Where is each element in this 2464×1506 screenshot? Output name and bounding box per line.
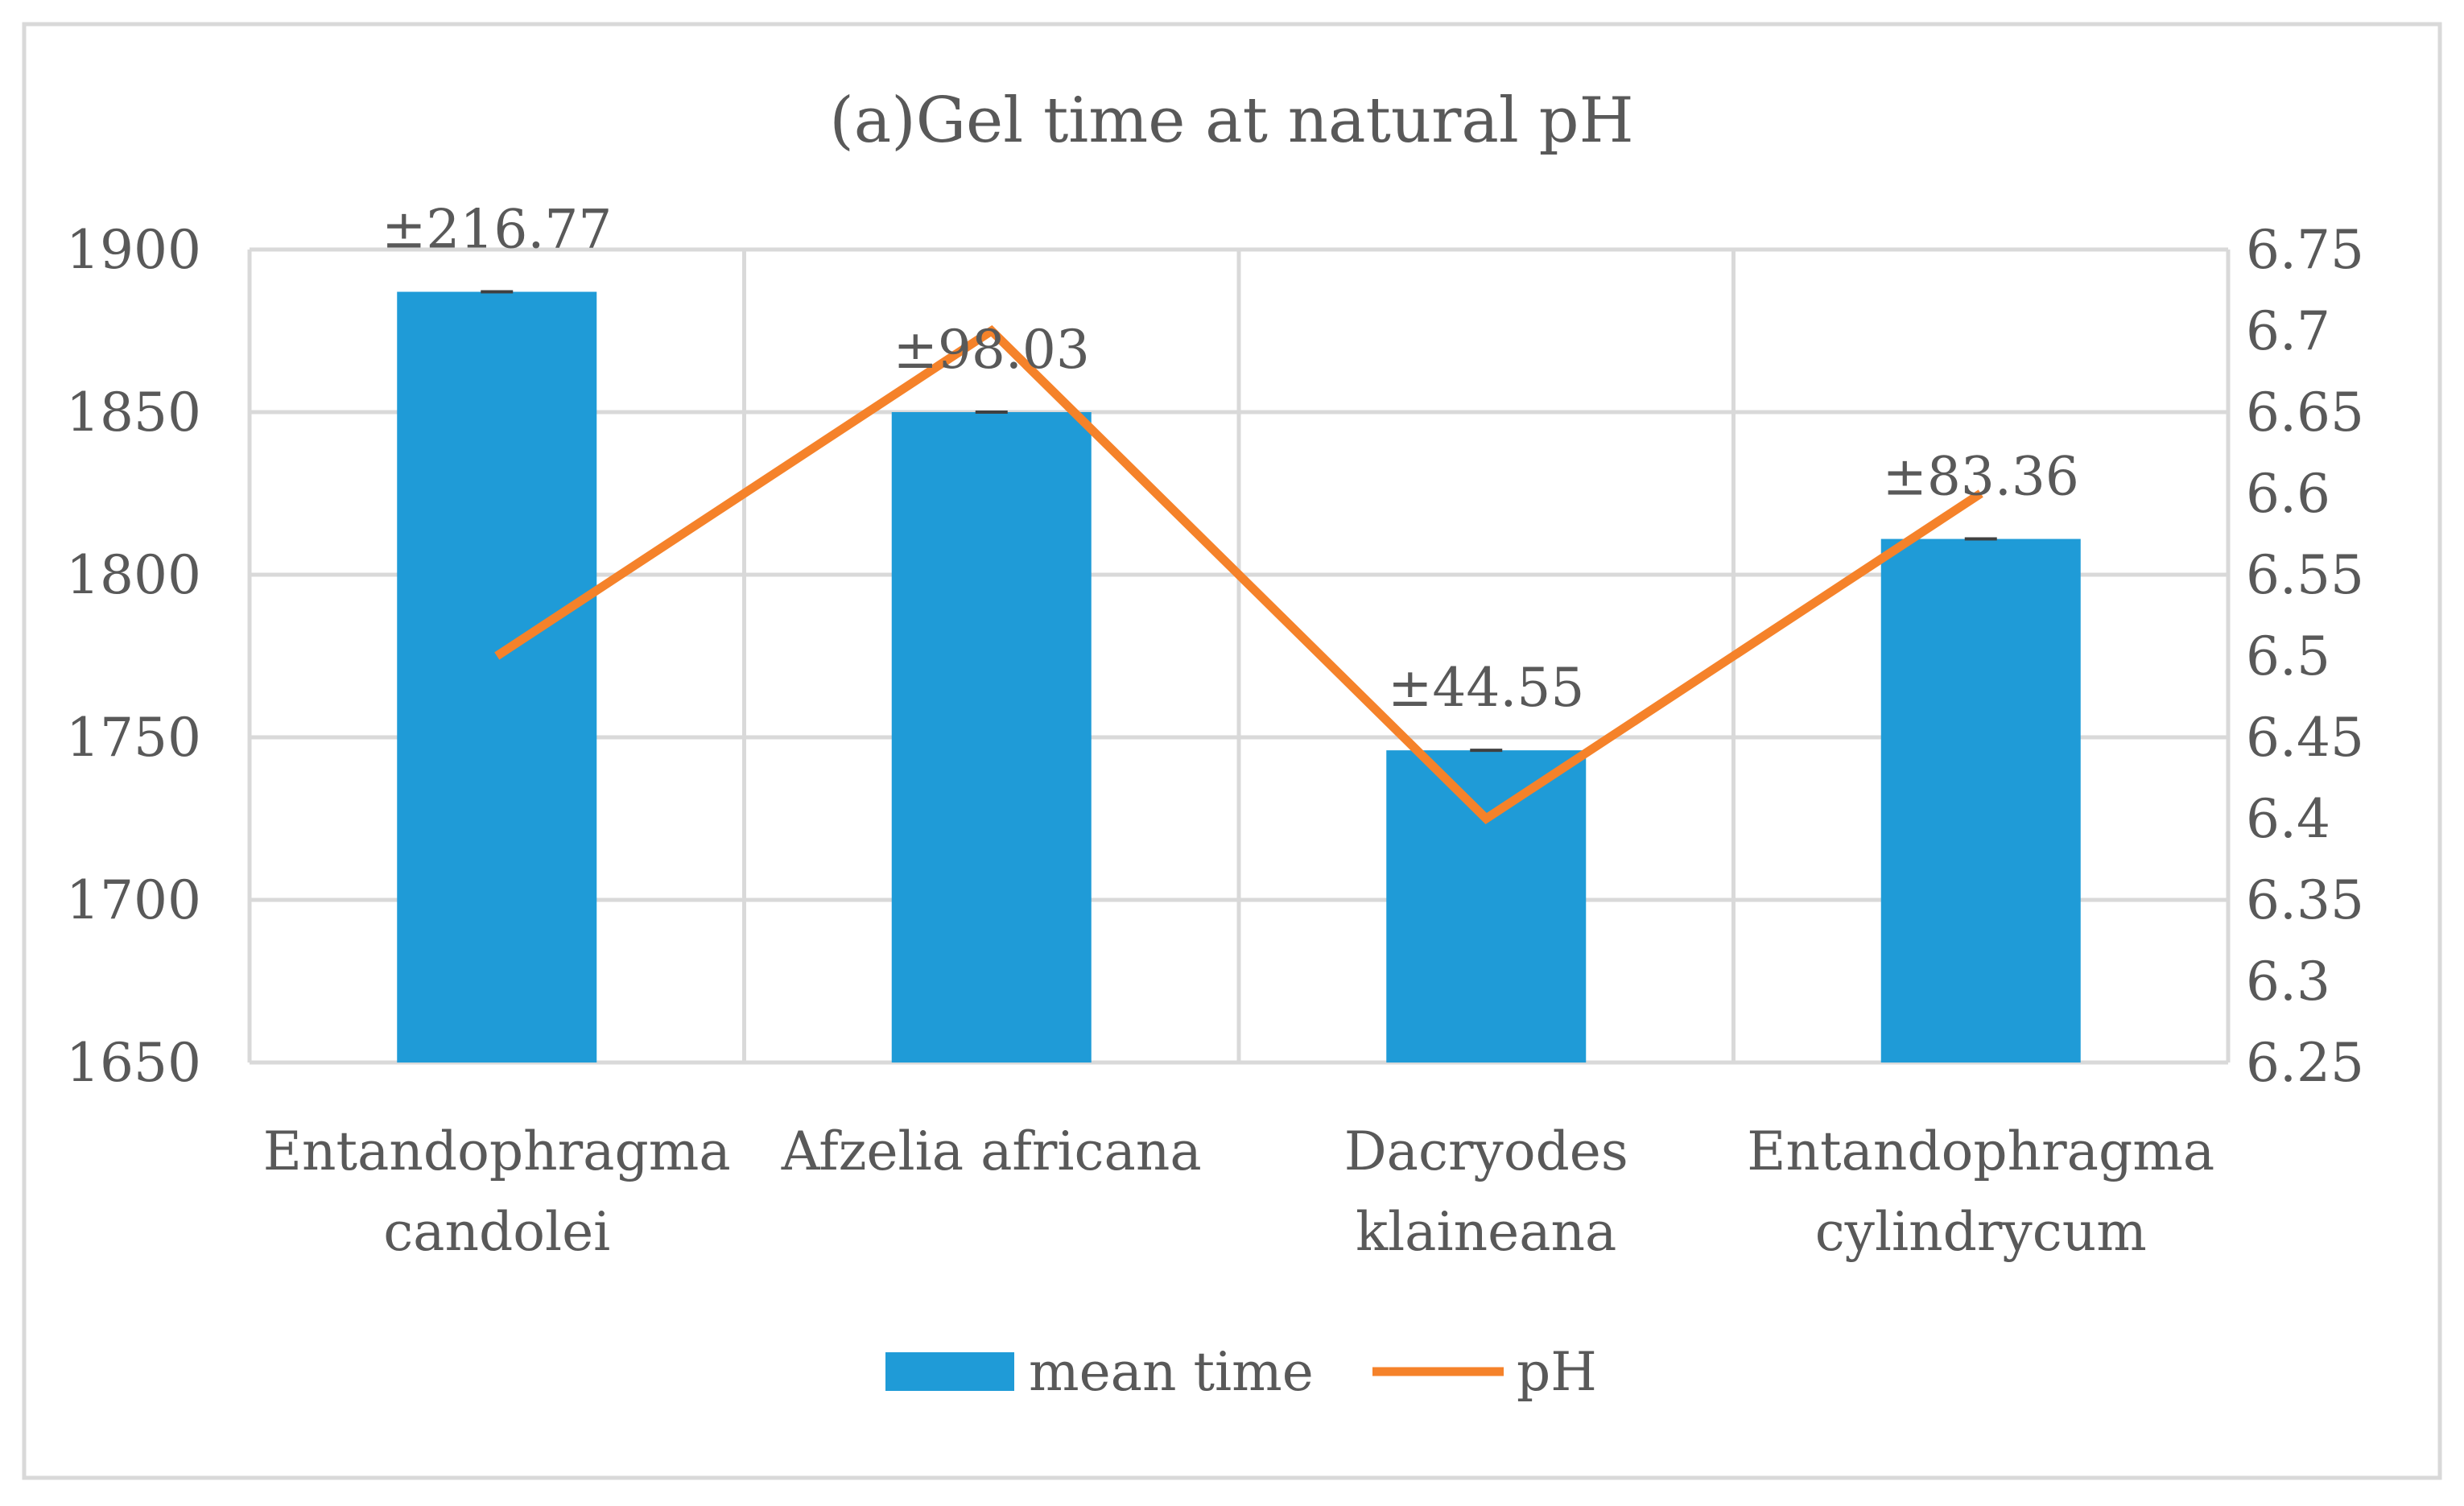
- left-tick-label: 1650: [66, 1032, 201, 1094]
- right-tick-label: 6.35: [2246, 869, 2364, 931]
- left-tick-label: 1750: [66, 707, 201, 769]
- right-tick-label: 6.7: [2246, 300, 2330, 362]
- legend-label-mean-time: mean time: [1029, 1341, 1314, 1403]
- chart-title: (a)Gel time at natural pH: [829, 85, 1633, 157]
- left-tick-label: 1850: [66, 382, 201, 444]
- category-label: Entandophragma: [1747, 1120, 2214, 1182]
- right-tick-label: 6.55: [2246, 544, 2364, 606]
- legend-label-ph: pH: [1517, 1341, 1597, 1403]
- category-label: cylindrycum: [1815, 1201, 2147, 1263]
- legend-swatch-mean-time: [885, 1352, 1014, 1391]
- category-label: candolei: [383, 1201, 610, 1263]
- bar-mean-time: [1881, 539, 2081, 1062]
- right-tick-label: 6.25: [2246, 1032, 2364, 1094]
- right-tick-label: 6.6: [2246, 463, 2330, 525]
- right-tick-label: 6.4: [2246, 788, 2330, 850]
- left-tick-label: 1800: [66, 544, 201, 606]
- right-tick-label: 6.75: [2246, 219, 2364, 281]
- category-label: klaineana: [1356, 1201, 1616, 1263]
- bar-mean-time: [892, 412, 1092, 1062]
- category-label: Afzelia africana: [781, 1120, 1202, 1182]
- error-label: ±98.03: [894, 319, 1090, 381]
- left-tick-label: 1900: [66, 219, 201, 281]
- bar-mean-time: [1386, 750, 1586, 1062]
- right-tick-label: 6.45: [2246, 707, 2364, 769]
- error-label: ±44.55: [1388, 657, 1584, 719]
- category-label: Dacryodes: [1344, 1120, 1628, 1182]
- category-label: Entandophragma: [263, 1120, 731, 1182]
- bar-mean-time: [397, 292, 596, 1062]
- right-tick-label: 6.3: [2246, 951, 2330, 1013]
- right-tick-label: 6.65: [2246, 382, 2364, 444]
- left-tick-label: 1700: [66, 869, 201, 931]
- error-label: ±216.77: [382, 199, 612, 261]
- error-label: ±83.36: [1883, 446, 2079, 508]
- right-tick-label: 6.5: [2246, 625, 2330, 687]
